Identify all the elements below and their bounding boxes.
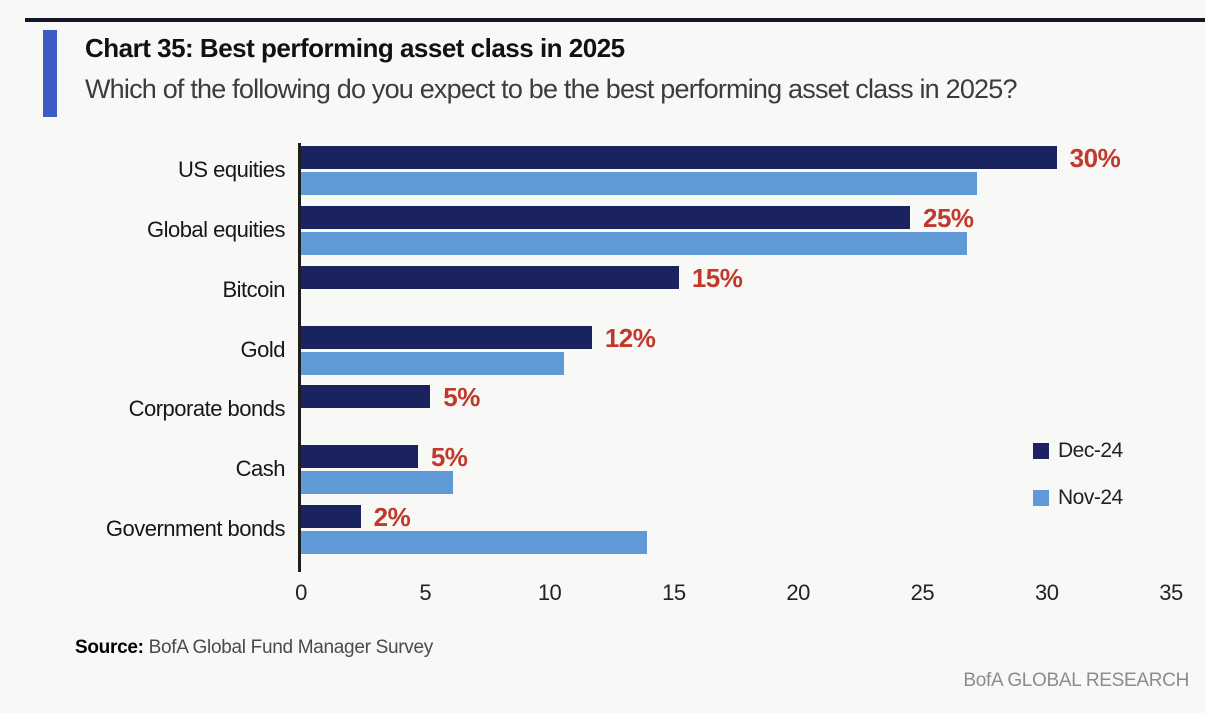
x-tick-label: 15 (662, 580, 686, 605)
x-tick-label: 10 (537, 580, 562, 605)
value-label: 12% (604, 322, 656, 353)
bar-dec-24 (301, 205, 910, 229)
value-label: 5% (443, 382, 480, 413)
x-tick-label: 30 (1034, 580, 1059, 605)
bar-dec-24 (301, 325, 592, 349)
x-tick-label: 0 (295, 580, 307, 605)
dec-24-swatch (1033, 443, 1049, 459)
bar-nov-24 (301, 531, 647, 555)
legend: Dec-24 Nov-24 (1033, 439, 1123, 535)
x-tick-label: 35 (1159, 580, 1183, 605)
bofa-global-research-branding: BofA GLOBAL RESEARCH (963, 670, 1189, 691)
plot-area: 30% 25% 15% 12% 5% 5% 2% US equities Global equ… (106, 143, 1183, 605)
bar-dec-24 (301, 265, 679, 289)
title-accent-bar (43, 30, 57, 117)
bar-dec-24 (301, 505, 361, 529)
x-tick-label: 25 (910, 580, 935, 605)
chart-title: Chart 35: Best performing asset class in… (85, 33, 625, 63)
source-label: Source: (75, 637, 144, 658)
source-line: Source: BofA Global Fund Manager Survey (75, 637, 433, 659)
category-label: Government bonds (105, 516, 286, 542)
nov-24-swatch (1033, 490, 1049, 506)
x-tick-label: 20 (786, 580, 810, 605)
chart-subtitle: Which of the following do you expect to … (85, 74, 1017, 104)
category-label: Corporate bonds (128, 396, 286, 422)
category-label: Gold (240, 336, 286, 362)
category-label: Global equities (146, 216, 286, 242)
value-label: 5% (430, 442, 468, 473)
category-label: US equities (177, 157, 286, 182)
legend-label-dec-24: Dec-24 (1058, 439, 1123, 462)
legend-item-dec-24: Dec-24 (1033, 439, 1123, 462)
y-axis-line (298, 143, 301, 572)
value-label: 2% (373, 502, 411, 533)
legend-item-nov-24: Nov-24 (1033, 486, 1123, 509)
x-tick-label: 5 (419, 580, 432, 605)
value-label: 15% (691, 262, 743, 293)
source-text: BofA Global Fund Manager Survey (148, 637, 434, 658)
legend-label-nov-24: Nov-24 (1058, 486, 1123, 509)
bar-nov-24 (301, 172, 978, 195)
bar-nov-24 (301, 351, 565, 375)
bar-nov-24 (301, 471, 453, 495)
category-label: Bitcoin (222, 276, 285, 302)
bar-dec-24 (301, 385, 431, 409)
value-label: 30% (1069, 143, 1121, 173)
bar-nov-24 (301, 231, 968, 255)
bar-dec-24 (301, 445, 418, 469)
category-label: Cash (235, 456, 286, 482)
bar-dec-24 (301, 146, 1057, 169)
value-label: 25% (923, 202, 974, 233)
top-border-line (25, 18, 1205, 22)
